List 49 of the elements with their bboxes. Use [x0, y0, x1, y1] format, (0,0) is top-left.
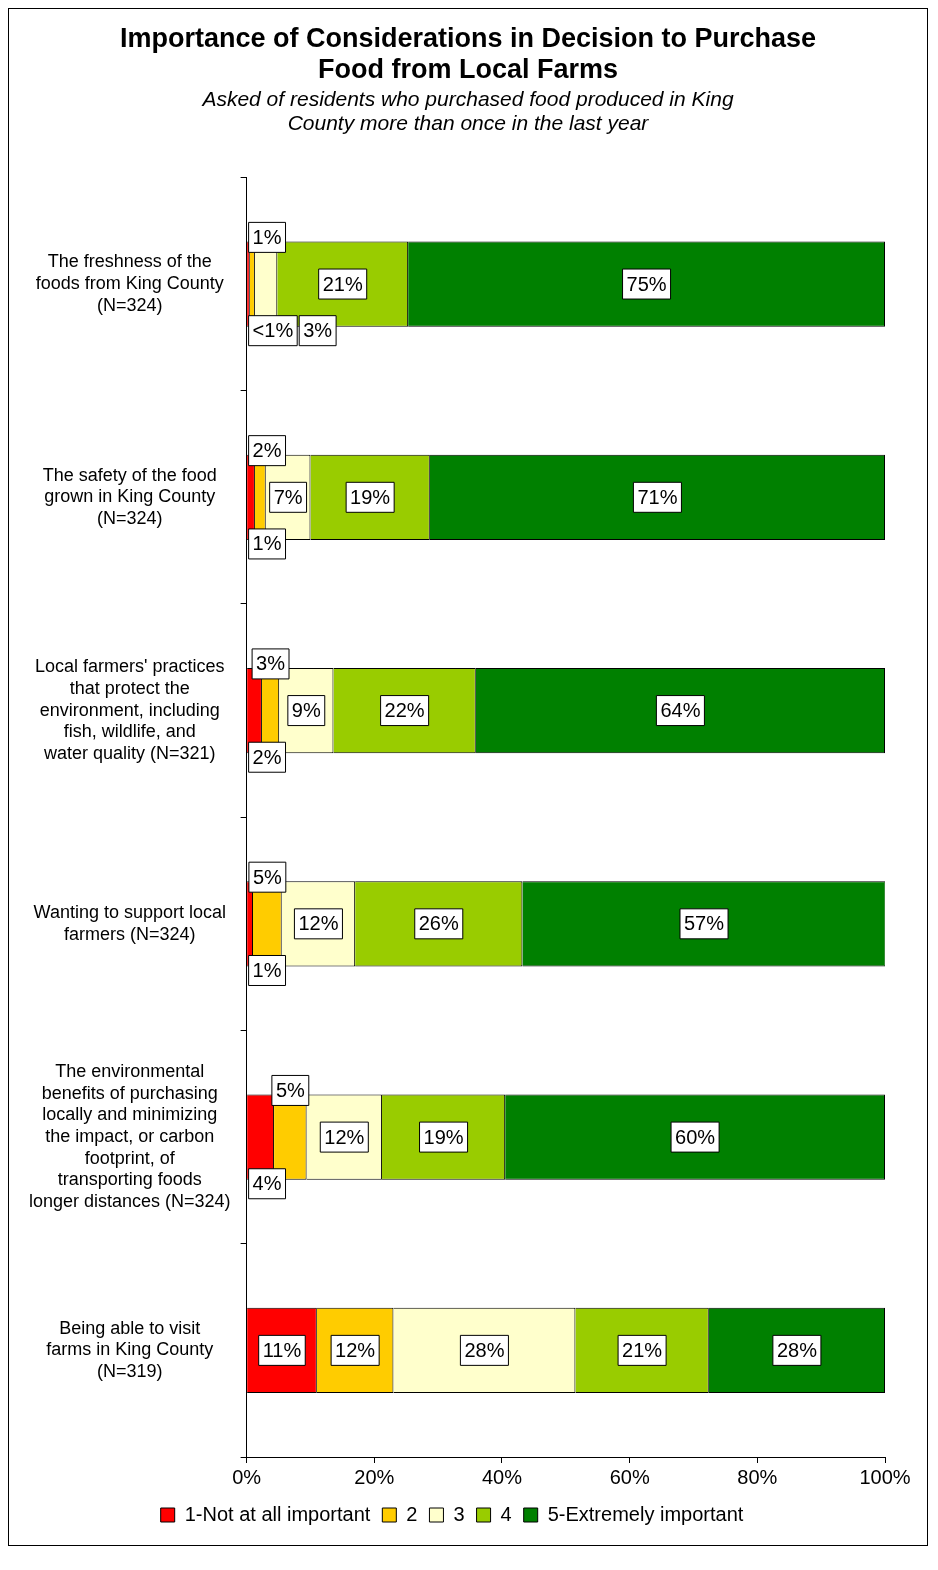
x-tick-label: 40% [481, 1465, 523, 1488]
data-label: 71% [637, 485, 678, 508]
data-label: 5% [275, 1078, 306, 1101]
data-label: 64% [660, 699, 701, 722]
legend-label: 1-Not at all important [184, 1502, 371, 1525]
data-label: 2% [252, 439, 282, 462]
data-label: 26% [418, 912, 459, 935]
legend-label: 4 [500, 1502, 512, 1525]
x-tick-label: 60% [609, 1465, 650, 1488]
x-tick-label: 80% [737, 1465, 778, 1488]
data-label: 19% [423, 1125, 464, 1148]
data-label: 3% [303, 319, 333, 342]
data-label: 5% [252, 865, 283, 888]
y-tick-label: Being able to visit farms in King County (N=319) [46, 1317, 214, 1381]
data-label: 1% [252, 225, 282, 248]
data-label: 21% [322, 272, 363, 295]
data-label: 57% [684, 912, 725, 935]
data-label: 12% [324, 1125, 365, 1148]
data-label: 12% [298, 912, 339, 935]
x-tick-label: 0% [232, 1465, 262, 1488]
legend-label: 2 [406, 1502, 418, 1525]
data-label: 19% [350, 485, 391, 508]
x-tick-label: 100% [859, 1465, 911, 1488]
data-label: 3% [256, 652, 286, 675]
y-tick-label: The freshness of the foods from King County (N=324) [35, 251, 224, 315]
data-label: <1% [252, 319, 294, 342]
data-label: 28% [776, 1338, 818, 1361]
legend-label: 3 [453, 1502, 465, 1525]
data-label: 11% [262, 1338, 302, 1361]
y-tick-label: Wanting to support local farmers (N=324) [33, 902, 227, 944]
data-label: 75% [626, 272, 667, 295]
data-label: 1% [252, 532, 282, 555]
data-label: 22% [384, 699, 425, 722]
x-tick-label: 20% [354, 1465, 395, 1488]
data-label: 21% [622, 1338, 663, 1361]
data-label: 4% [252, 1172, 282, 1195]
data-label: 1% [252, 959, 282, 981]
chart-subtitle: Asked of residents who purchased food produced in King County more than once in the last year [200, 87, 735, 135]
y-tick-label: The environmental benefits of purchasing locally and minimizing the impact, or carbon footprint, of transporting foods longer distances (N=324) [28, 1061, 231, 1211]
chart-title: Importance of Considerations in Decision to Purchase Food from Local Farms [118, 23, 818, 85]
data-label: 28% [464, 1338, 505, 1361]
data-label: 60% [675, 1125, 716, 1148]
legend-label: 5-Extremely important [547, 1502, 744, 1525]
data-label: 2% [252, 745, 282, 768]
y-tick-label: The safety of the food grown in King County (N=324) [42, 464, 217, 528]
data-label: 7% [273, 485, 303, 508]
data-label: 9% [291, 699, 321, 722]
y-tick-label: Local farmers' practices that protect the environment, including fish, wildlife, and water quality (N=321) [35, 656, 225, 763]
data-label: 12% [335, 1338, 376, 1361]
